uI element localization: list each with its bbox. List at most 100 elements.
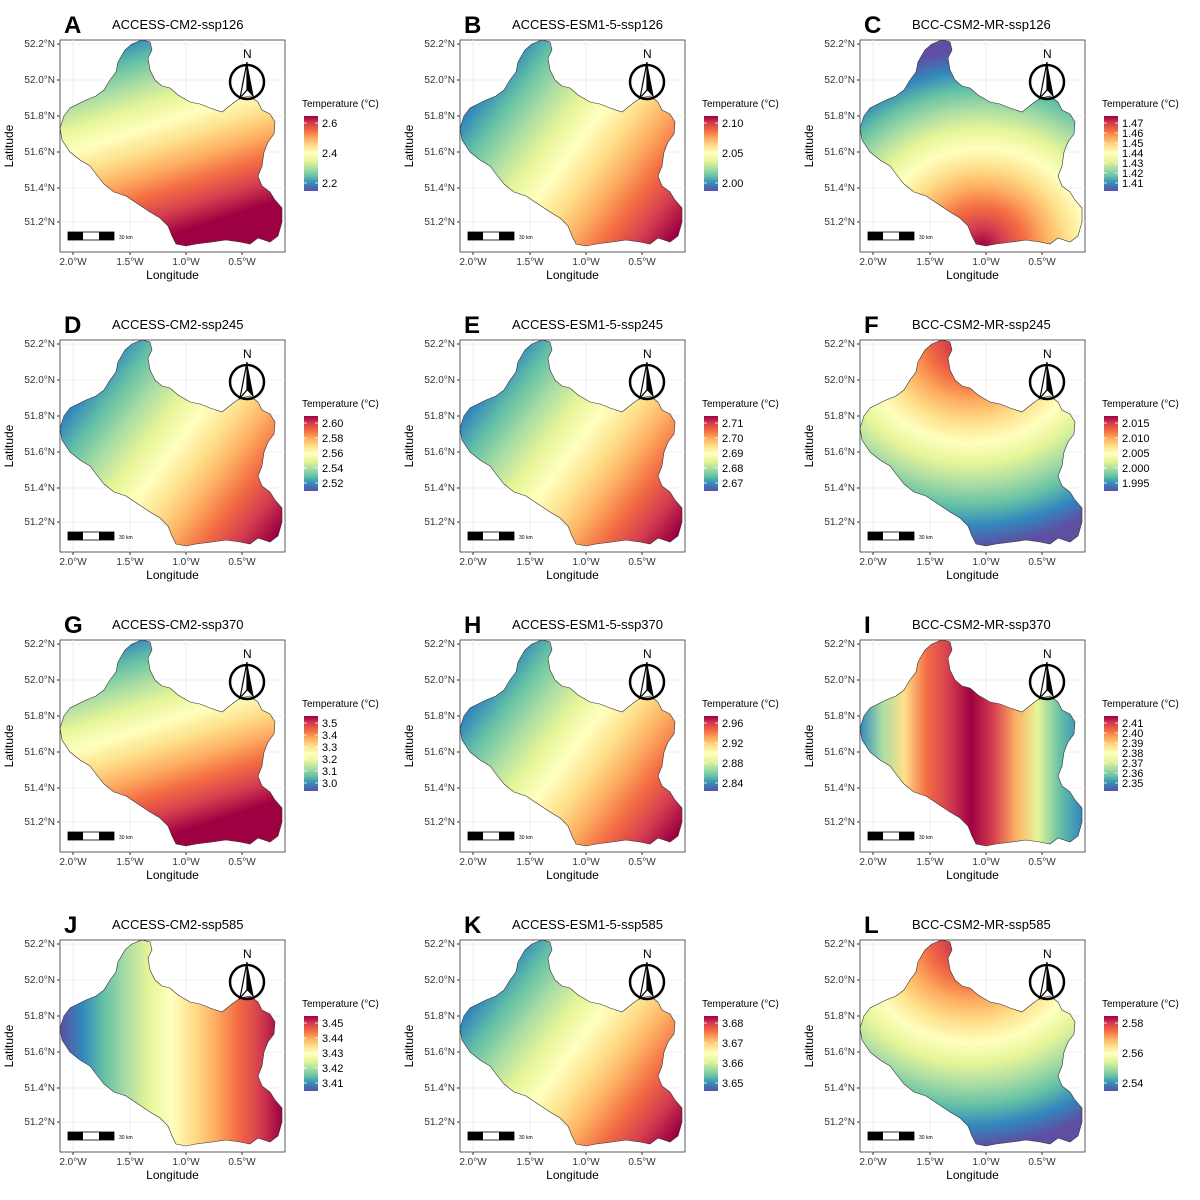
y-tick-label: 52.0°N xyxy=(424,375,455,386)
y-axis-title: Latitude xyxy=(402,424,416,467)
y-tick-label: 52.2°N xyxy=(24,39,55,50)
legend-tick-label: 3.67 xyxy=(722,1038,743,1050)
x-tick-label: 2.0°W xyxy=(459,857,487,868)
panel-title: BCC-CSM2-MR-ssp126 xyxy=(912,17,1051,32)
legend-tick-label: 2.88 xyxy=(722,758,743,770)
legend-tick-label: 1.41 xyxy=(1122,178,1143,190)
y-tick-label: 51.6°N xyxy=(824,147,855,158)
y-tick-label: 51.8°N xyxy=(424,411,455,422)
y-tick-label: 51.8°N xyxy=(24,111,55,122)
scale-bar-label: 30 km xyxy=(919,835,933,841)
y-axis-title: Latitude xyxy=(2,724,16,767)
scale-bar-label: 30 km xyxy=(919,1135,933,1141)
legend-tick-label: 2.000 xyxy=(1122,463,1150,475)
y-axis-title: Latitude xyxy=(802,124,816,167)
y-tick-label: 52.0°N xyxy=(24,975,55,986)
legend-colorbar xyxy=(1104,716,1118,791)
north-label: N xyxy=(243,647,252,661)
map-panel-e: 2.0°W 1.5°W 1.0°W 0.5°W 52.2°N 52.0°N 51.8°N 51… xyxy=(400,300,800,600)
map-panel-l: 2.0°W 1.5°W 1.0°W 0.5°W 52.2°N 52.0°N 51.8°N 51… xyxy=(800,900,1200,1200)
x-tick-label: 0.5°W xyxy=(628,557,656,568)
legend-tick-label: 2.58 xyxy=(1122,1018,1143,1030)
x-axis-title: Longitude xyxy=(946,868,999,882)
panel-title: ACCESS-CM2-ssp245 xyxy=(112,317,244,332)
legend-colorbar xyxy=(304,1016,318,1091)
legend-tick-label: 2.96 xyxy=(722,718,743,730)
scale-bar-label: 30 km xyxy=(119,535,133,541)
scale-bar xyxy=(467,531,515,541)
legend-tick-label: 3.45 xyxy=(322,1018,343,1030)
panel-title: ACCESS-CM2-ssp585 xyxy=(112,917,244,932)
x-tick-label: 0.5°W xyxy=(228,557,256,568)
legend-title: Temperature (°C) xyxy=(702,999,779,1010)
x-axis-title: Longitude xyxy=(146,568,199,582)
y-tick-label: 51.2°N xyxy=(424,1117,455,1128)
legend-tick-label: 3.0 xyxy=(322,778,337,790)
y-tick-label: 52.2°N xyxy=(824,639,855,650)
map-svg: 2.0°W 1.5°W 1.0°W 0.5°W 52.2°N 52.0°N 51.8°N 51… xyxy=(802,939,1179,1182)
y-tick-label: 52.2°N xyxy=(424,939,455,950)
north-arrow-icon xyxy=(1028,661,1066,701)
y-tick-label: 51.4°N xyxy=(24,783,55,794)
y-tick-label: 51.4°N xyxy=(24,483,55,494)
legend-tick-label: 2.40 xyxy=(1122,728,1143,740)
map-svg: 2.0°W 1.5°W 1.0°W 0.5°W 52.2°N 52.0°N 51.8°N 51… xyxy=(402,939,779,1182)
map-panel-h: 2.0°W 1.5°W 1.0°W 0.5°W 52.2°N 52.0°N 51.8°N 51… xyxy=(400,600,800,900)
x-tick-label: 1.0°W xyxy=(172,1157,200,1168)
scale-bar xyxy=(67,1131,115,1141)
x-tick-label: 2.0°W xyxy=(459,557,487,568)
y-tick-label: 51.2°N xyxy=(24,517,55,528)
y-tick-label: 51.4°N xyxy=(24,1083,55,1094)
scale-bar xyxy=(67,831,115,841)
y-tick-label: 52.2°N xyxy=(824,939,855,950)
scale-bar-label: 30 km xyxy=(919,535,933,541)
y-tick-label: 51.8°N xyxy=(824,411,855,422)
legend-colorbar xyxy=(304,416,318,491)
north-arrow-icon xyxy=(228,61,266,101)
y-axis-title: Latitude xyxy=(802,1024,816,1067)
north-arrow-icon xyxy=(628,961,666,1001)
y-tick-label: 51.2°N xyxy=(24,217,55,228)
x-tick-label: 1.5°W xyxy=(516,257,544,268)
scale-bar-label: 30 km xyxy=(119,835,133,841)
north-label: N xyxy=(1043,947,1052,961)
map-svg: 2.0°W 1.5°W 1.0°W 0.5°W 52.2°N 52.0°N 51.8°N 51… xyxy=(2,39,379,282)
y-tick-label: 52.0°N xyxy=(824,375,855,386)
temperature-surface xyxy=(459,39,683,247)
x-tick-label: 2.0°W xyxy=(459,1157,487,1168)
map-panel-a: 2.0°W 1.5°W 1.0°W 0.5°W 52.2°N 52.0°N 51.8°N 51… xyxy=(0,0,400,300)
temperature-surface xyxy=(859,39,1083,247)
legend-tick-label: 2.56 xyxy=(322,448,343,460)
scale-bar-label: 30 km xyxy=(119,1135,133,1141)
x-tick-label: 1.5°W xyxy=(516,1157,544,1168)
y-axis-title: Latitude xyxy=(402,724,416,767)
panel-title: ACCESS-ESM1-5-ssp585 xyxy=(512,917,663,932)
temperature-surface xyxy=(459,339,683,547)
map-svg: 2.0°W 1.5°W 1.0°W 0.5°W 52.2°N 52.0°N 51.8°N 51… xyxy=(2,939,379,1182)
map-panel-d: 2.0°W 1.5°W 1.0°W 0.5°W 52.2°N 52.0°N 51.8°N 51… xyxy=(0,300,400,600)
y-tick-label: 51.8°N xyxy=(824,1011,855,1022)
map-panel-f: 2.0°W 1.5°W 1.0°W 0.5°W 52.2°N 52.0°N 51.8°N 51… xyxy=(800,300,1200,600)
legend-tick-label: 2.67 xyxy=(722,478,743,490)
y-tick-label: 51.8°N xyxy=(424,711,455,722)
x-tick-label: 1.0°W xyxy=(972,857,1000,868)
scale-bar-label: 30 km xyxy=(519,535,533,541)
north-arrow-icon xyxy=(628,661,666,701)
y-tick-label: 51.4°N xyxy=(424,1083,455,1094)
panel-title: ACCESS-CM2-ssp370 xyxy=(112,617,244,632)
scale-bar xyxy=(867,231,915,241)
north-arrow-icon xyxy=(628,361,666,401)
legend-tick-label: 2.05 xyxy=(722,148,743,160)
map-svg: 2.0°W 1.5°W 1.0°W 0.5°W 52.2°N 52.0°N 51.8°N 51… xyxy=(802,39,1179,282)
legend-tick-label: 2.68 xyxy=(722,463,743,475)
y-tick-label: 51.4°N xyxy=(824,183,855,194)
scale-bar xyxy=(67,231,115,241)
legend-tick-label: 2.00 xyxy=(722,178,743,190)
y-tick-label: 51.4°N xyxy=(424,483,455,494)
y-tick-label: 52.2°N xyxy=(24,339,55,350)
y-tick-label: 51.4°N xyxy=(824,783,855,794)
legend-tick-label: 2.10 xyxy=(722,118,743,130)
y-tick-label: 52.0°N xyxy=(24,675,55,686)
y-axis-title: Latitude xyxy=(802,724,816,767)
